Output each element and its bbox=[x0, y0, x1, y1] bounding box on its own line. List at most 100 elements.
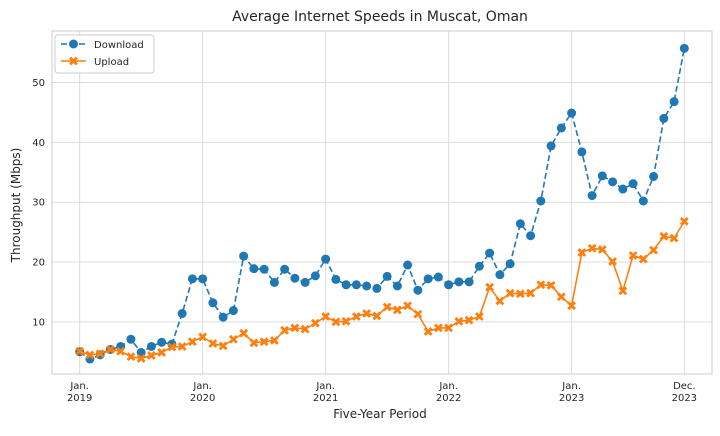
data-point-upload bbox=[454, 316, 464, 326]
data-point-upload-stroke bbox=[392, 305, 402, 315]
data-point-download bbox=[321, 254, 331, 264]
data-point-download bbox=[403, 260, 413, 270]
data-point-upload-stroke bbox=[628, 251, 638, 260]
data-point-upload-stroke bbox=[270, 336, 279, 345]
y-tick-label: 40 bbox=[32, 138, 45, 149]
data-point-upload bbox=[495, 296, 505, 306]
data-point-upload-stroke bbox=[259, 337, 269, 347]
data-point-upload bbox=[546, 281, 556, 290]
data-point-upload bbox=[106, 345, 115, 354]
data-point-upload bbox=[229, 334, 238, 344]
data-point-upload-stroke bbox=[290, 323, 300, 333]
data-point-download bbox=[413, 285, 423, 295]
data-point-upload-stroke bbox=[382, 302, 392, 312]
data-point-upload bbox=[372, 311, 382, 321]
data-point-upload-stroke bbox=[403, 301, 413, 311]
data-point-download bbox=[444, 280, 454, 290]
data-point-upload bbox=[208, 339, 218, 348]
x-tick-label-month: Jan. bbox=[69, 381, 89, 392]
data-point-upload-stroke bbox=[106, 345, 115, 354]
x-tick-label-month: Jan. bbox=[315, 381, 335, 392]
legend-marker-upload bbox=[69, 56, 78, 66]
data-point-download bbox=[464, 277, 474, 287]
data-point-upload bbox=[136, 354, 146, 363]
data-point-upload bbox=[587, 243, 597, 253]
data-point-upload-stroke bbox=[229, 334, 238, 344]
data-point-upload-stroke bbox=[300, 324, 310, 334]
y-axis-label: Throughput (Mbps) bbox=[9, 148, 23, 264]
data-point-upload bbox=[597, 245, 607, 254]
data-point-upload bbox=[638, 254, 648, 264]
data-point-upload bbox=[669, 233, 679, 243]
data-point-upload-stroke bbox=[526, 288, 535, 298]
data-point-download bbox=[597, 171, 607, 181]
data-point-upload bbox=[280, 325, 290, 335]
y-tick-label: 30 bbox=[32, 198, 45, 209]
x-tick-label: Dec.2023 bbox=[672, 381, 697, 404]
data-point-download bbox=[249, 264, 259, 274]
data-point-upload bbox=[321, 312, 331, 321]
data-point-upload-stroke bbox=[95, 349, 105, 359]
data-point-upload bbox=[259, 337, 269, 347]
data-point-download bbox=[536, 196, 546, 206]
data-point-upload bbox=[249, 338, 259, 348]
data-point-download bbox=[146, 341, 156, 351]
data-point-upload-stroke bbox=[116, 346, 126, 356]
data-point-download bbox=[495, 270, 505, 280]
x-axis-ticks: Jan.2019Jan.2020Jan.2021Jan.2022Jan.2023… bbox=[67, 381, 697, 404]
data-point-download bbox=[628, 179, 638, 189]
chart-title: Average Internet Speeds in Muscat, Oman bbox=[232, 9, 528, 25]
x-tick-label-month: Dec. bbox=[673, 381, 696, 392]
data-point-upload bbox=[188, 337, 197, 347]
data-point-upload-stroke bbox=[75, 346, 85, 356]
data-point-download bbox=[157, 337, 167, 347]
data-point-upload-stroke bbox=[321, 312, 331, 321]
data-point-upload-stroke bbox=[556, 292, 566, 302]
x-tick-label-year: 2020 bbox=[190, 393, 215, 404]
data-point-upload-stroke bbox=[474, 312, 484, 321]
data-point-upload-stroke bbox=[85, 350, 95, 360]
legend-entry-upload: Upload bbox=[61, 56, 129, 68]
data-point-upload-stroke bbox=[618, 286, 628, 296]
data-point-upload bbox=[218, 341, 228, 351]
data-point-upload-stroke bbox=[546, 281, 556, 290]
data-point-download bbox=[608, 177, 618, 187]
series-points-upload bbox=[75, 216, 689, 363]
data-point-upload-stroke bbox=[649, 245, 658, 255]
data-point-upload-stroke bbox=[505, 288, 515, 298]
data-point-download bbox=[187, 274, 197, 284]
data-point-upload bbox=[177, 342, 187, 351]
grid bbox=[52, 31, 712, 374]
data-point-upload-stroke bbox=[208, 339, 218, 348]
data-point-upload bbox=[290, 323, 300, 333]
data-point-upload bbox=[464, 315, 474, 325]
legend-label-upload: Upload bbox=[94, 57, 129, 68]
data-point-upload bbox=[382, 302, 392, 312]
series-line-download bbox=[79, 48, 686, 360]
data-point-upload-stroke bbox=[413, 309, 423, 319]
data-point-upload bbox=[392, 305, 402, 315]
legend-label-download: Download bbox=[94, 40, 144, 51]
data-point-upload bbox=[423, 327, 433, 336]
data-point-upload-stroke bbox=[280, 325, 290, 335]
data-point-upload-stroke bbox=[126, 352, 136, 362]
data-point-upload-stroke bbox=[167, 342, 177, 352]
data-point-upload-stroke bbox=[536, 280, 546, 290]
data-point-upload-stroke bbox=[597, 245, 607, 254]
data-point-upload bbox=[608, 257, 617, 266]
x-tick-label-month: Jan. bbox=[561, 381, 581, 392]
data-point-upload-stroke bbox=[515, 289, 525, 299]
data-point-upload-stroke bbox=[341, 316, 351, 326]
data-point-upload-stroke bbox=[679, 216, 689, 226]
data-point-download bbox=[290, 273, 300, 283]
data-point-upload bbox=[403, 301, 413, 311]
data-point-upload bbox=[536, 280, 546, 290]
data-point-download bbox=[526, 231, 536, 241]
data-point-upload-stroke bbox=[157, 348, 167, 357]
legend-marker-download bbox=[69, 39, 78, 49]
y-tick-label: 10 bbox=[32, 317, 45, 328]
data-point-download bbox=[454, 277, 464, 287]
data-point-download bbox=[351, 280, 361, 290]
data-point-download bbox=[392, 281, 402, 291]
data-point-upload-stroke bbox=[218, 341, 228, 351]
